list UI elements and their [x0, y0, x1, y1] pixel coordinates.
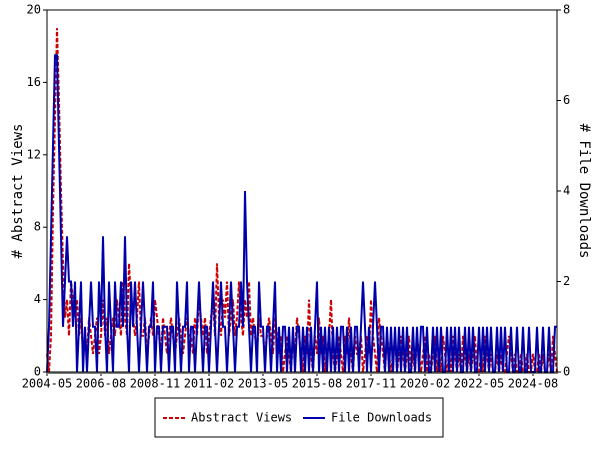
x-tick-label: 2020-02 — [400, 377, 451, 391]
x-tick-label: 2022-05 — [454, 377, 505, 391]
y2-tick-label: 8 — [563, 3, 570, 17]
y2-tick-label: 2 — [563, 274, 570, 288]
series-line — [46, 54, 557, 373]
x-tick-label: 2017-11 — [346, 377, 397, 391]
y2-axis-label: # File Downloads — [576, 124, 592, 259]
y-tick-label: 4 — [34, 292, 41, 306]
x-tick-label: 2006-08 — [76, 377, 127, 391]
y-axis-label: # Abstract Views — [10, 124, 26, 259]
y-tick-label: 20 — [27, 3, 41, 17]
legend-box — [154, 397, 444, 438]
legend-label: Abstract Views — [191, 411, 292, 425]
y-tick-label: 0 — [34, 365, 41, 379]
x-tick-label: 2008-11 — [130, 377, 181, 391]
x-tick-label: 2004-05 — [22, 377, 73, 391]
y2-tick-label: 4 — [563, 184, 570, 198]
y-tick-label: 12 — [27, 147, 41, 161]
x-tick-label: 2011-02 — [184, 377, 235, 391]
x-tick-label: 2013-05 — [238, 377, 289, 391]
y-tick-label: 8 — [34, 220, 41, 234]
legend-label: File Downloads — [331, 411, 432, 425]
y2-tick-label: 6 — [563, 93, 570, 107]
x-tick-label: 2024-08 — [508, 377, 559, 391]
x-tick-label: 2015-08 — [292, 377, 343, 391]
y-tick-label: 16 — [27, 75, 41, 89]
y2-tick-label: 0 — [563, 365, 570, 379]
plot-frame — [46, 9, 558, 373]
